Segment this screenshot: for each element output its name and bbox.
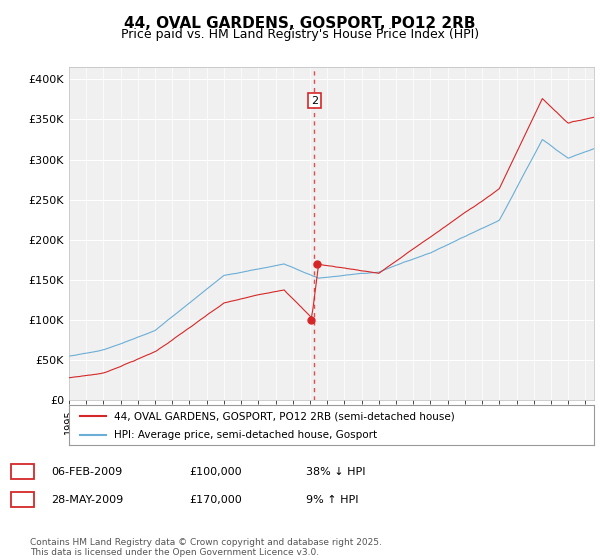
Text: 2: 2	[311, 96, 318, 105]
Text: Price paid vs. HM Land Registry's House Price Index (HPI): Price paid vs. HM Land Registry's House …	[121, 28, 479, 41]
Text: 44, OVAL GARDENS, GOSPORT, PO12 2RB (semi-detached house): 44, OVAL GARDENS, GOSPORT, PO12 2RB (sem…	[113, 411, 454, 421]
Text: 2: 2	[19, 494, 26, 505]
Text: 44, OVAL GARDENS, GOSPORT, PO12 2RB: 44, OVAL GARDENS, GOSPORT, PO12 2RB	[124, 16, 476, 31]
Text: 1: 1	[19, 466, 26, 477]
Text: 28-MAY-2009: 28-MAY-2009	[51, 494, 123, 505]
Text: 06-FEB-2009: 06-FEB-2009	[51, 466, 122, 477]
Text: 38% ↓ HPI: 38% ↓ HPI	[306, 466, 365, 477]
Text: £170,000: £170,000	[189, 494, 242, 505]
Text: 9% ↑ HPI: 9% ↑ HPI	[306, 494, 359, 505]
Text: HPI: Average price, semi-detached house, Gosport: HPI: Average price, semi-detached house,…	[113, 430, 377, 440]
Text: £100,000: £100,000	[189, 466, 242, 477]
Text: Contains HM Land Registry data © Crown copyright and database right 2025.
This d: Contains HM Land Registry data © Crown c…	[30, 538, 382, 557]
